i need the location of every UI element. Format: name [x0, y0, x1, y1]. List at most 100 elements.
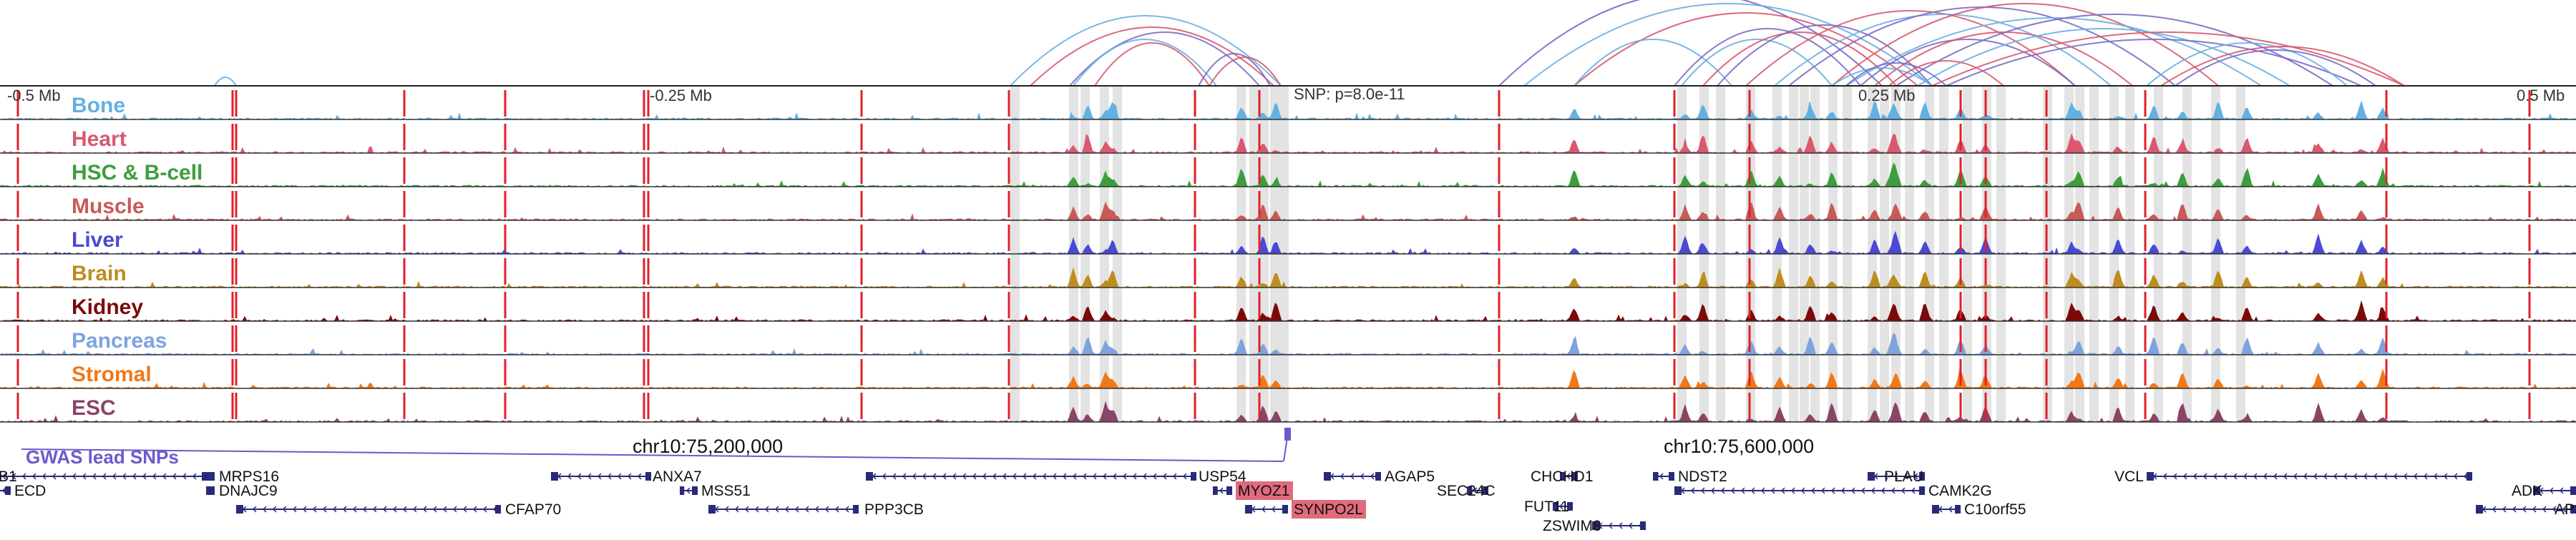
strand-arrow: [92, 473, 97, 480]
strand-arrow: [1142, 473, 1147, 480]
chromatin-loop: [1888, 60, 2004, 87]
strand-arrow: [2303, 473, 2308, 480]
signal-area: [0, 133, 2576, 153]
gene-ndst2[interactable]: NDST2: [1653, 468, 1727, 485]
strand-arrow: [2542, 506, 2547, 513]
gene-myoz1[interactable]: MYOZ1: [1213, 481, 1293, 500]
exon: [2467, 472, 2472, 481]
chromatin-loop: [1845, 17, 2262, 87]
signal-area: [0, 365, 2576, 388]
chromatin-loop: [1574, 39, 1732, 87]
strand-arrow: [982, 473, 987, 480]
strand-arrow: [1830, 487, 1835, 494]
gene-usp54[interactable]: USP54: [866, 468, 1246, 485]
gene-mrps16[interactable]: MRPS16: [206, 468, 279, 485]
gene-c10orf55[interactable]: C10orf55: [1932, 501, 2026, 518]
strand-arrow: [2463, 473, 2468, 480]
exon: [1375, 472, 1381, 481]
strand-arrow: [1271, 506, 1276, 513]
strand-arrow: [2162, 473, 2167, 480]
gene-anxa7[interactable]: ANXA7: [551, 468, 702, 485]
signal-tracks: [0, 100, 2576, 423]
strand-arrow: [1172, 473, 1177, 480]
strand-arrow: [1, 487, 6, 494]
strand-arrow: [292, 506, 297, 513]
chromatin-loop: [1860, 39, 2076, 87]
signal-area: [0, 333, 2576, 355]
strand-arrow: [834, 506, 839, 513]
strand-arrow: [686, 487, 691, 494]
gene-ecd[interactable]: ECD: [0, 483, 46, 499]
strand-arrow: [362, 506, 367, 513]
strand-arrow: [11, 473, 16, 480]
gene-ppp3cb[interactable]: PPP3CB: [708, 501, 924, 518]
gene-fut11[interactable]: FUT11: [1524, 499, 1573, 515]
strand-arrow: [2243, 473, 2248, 480]
exon: [2570, 505, 2576, 514]
gene-agap5[interactable]: AGAP5: [1324, 468, 1435, 485]
strand-arrow: [1901, 487, 1906, 494]
gene-zswim8[interactable]: ZSWIM8: [1543, 518, 1646, 534]
gene-plau[interactable]: PLAU: [1868, 468, 1925, 485]
exon: [206, 486, 209, 495]
strand-arrow: [617, 473, 622, 480]
strand-arrow: [1152, 473, 1157, 480]
strand-arrow: [607, 473, 612, 480]
exon: [206, 472, 209, 481]
chromatin-loop: [1574, 12, 1918, 87]
strand-arrow: [744, 506, 749, 513]
strand-arrow: [272, 506, 277, 513]
gene-b1[interactable]: B1: [0, 468, 208, 485]
strand-arrow: [31, 473, 36, 480]
gene-vcl[interactable]: VCL: [2114, 468, 2472, 485]
gene-label: DNAJC9: [219, 483, 278, 499]
gene-mss51[interactable]: MSS51: [680, 483, 751, 499]
strand-arrow: [1750, 487, 1755, 494]
gwas-lead-snps: GWAS lead SNPs: [21, 428, 1291, 468]
strand-arrow: [302, 506, 307, 513]
strand-arrow: [942, 473, 947, 480]
gene-ap3[interactable]: AP3: [2476, 501, 2576, 518]
gene-synpo2l[interactable]: SYNPO2L: [1245, 500, 1366, 519]
gene-adk[interactable]: ADK: [2512, 483, 2576, 499]
gene-label: MSS51: [701, 483, 751, 499]
strand-arrow: [1473, 487, 1478, 494]
strand-arrow: [1780, 487, 1785, 494]
chromatin-loops: [214, 0, 2405, 87]
snp-pvalue-label: SNP: p=8.0e-11: [1294, 85, 1405, 103]
exon: [1669, 472, 1674, 481]
strand-arrow: [992, 473, 997, 480]
strand-arrow: [962, 473, 967, 480]
gene-cfap70[interactable]: CFAP70: [236, 501, 561, 518]
exon: [2476, 505, 2483, 514]
chromatin-loop: [214, 77, 237, 87]
exon: [1553, 502, 1558, 511]
track-label: Liver: [72, 228, 123, 252]
gene-sec24c[interactable]: SEC24C: [1437, 483, 1496, 499]
gene-camk2g[interactable]: CAMK2G: [1674, 483, 1992, 499]
strand-arrow: [1618, 522, 1623, 529]
strand-arrow: [764, 506, 769, 513]
chromatin-loop: [1831, 3, 2219, 87]
gene-label: B1: [0, 468, 17, 485]
strand-arrow: [21, 473, 26, 480]
exon: [1592, 521, 1599, 530]
gene-label: MRPS16: [219, 468, 279, 485]
strand-arrow: [2333, 473, 2338, 480]
signal-track-liver: [0, 230, 2576, 255]
gene-chchd1[interactable]: CHCHD1: [1531, 468, 1594, 485]
chromatin-loop: [1073, 39, 1217, 87]
track-label: Muscle: [72, 195, 145, 218]
gene-dnajc9[interactable]: DNAJC9: [206, 483, 278, 499]
scale-header: -0.5 Mb -0.25 Mb 0.25 Mb 0.5 Mb SNP: p=8…: [0, 85, 2576, 104]
exon: [853, 505, 859, 514]
strand-arrow: [1820, 487, 1825, 494]
gwas-snp-marker[interactable]: [1284, 428, 1291, 441]
strand-arrow: [1800, 487, 1805, 494]
strand-arrow: [587, 473, 592, 480]
gene-label: CHCHD1: [1531, 468, 1594, 485]
chromatin-loop: [2160, 46, 2405, 87]
strand-arrow: [2512, 506, 2517, 513]
strand-arrow: [1740, 487, 1745, 494]
